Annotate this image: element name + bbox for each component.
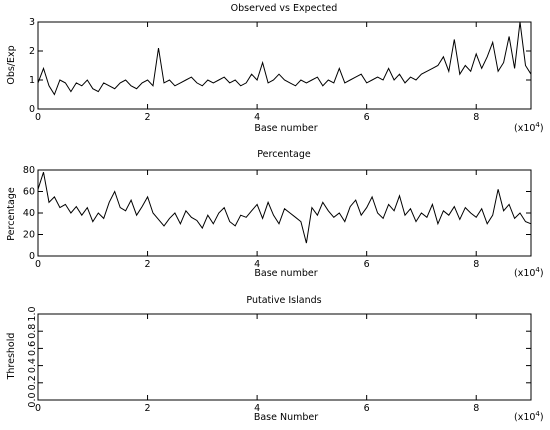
series-line [37,172,532,244]
x-axis-label: Base Number [254,412,318,423]
x-tick-label: 0 [35,112,41,123]
x-tick-label: 6 [364,259,370,270]
panel-putative-islands: Putative Islands Threshold Base Number (… [6,295,544,423]
series-line [37,21,532,96]
x-tick-label: 2 [145,403,151,414]
y-tick-label: 0.2 [27,375,38,390]
y-axis-label: Threshold [6,333,17,381]
x-tick-label: 4 [254,112,260,123]
x-tick-label: 6 [364,112,370,123]
plot-frame [37,21,532,110]
series-polyline [37,21,532,96]
y-tick-label: 20 [23,230,35,241]
plot-frame [37,313,532,401]
x-tick-label: 2 [145,259,151,270]
x-tick-label: 8 [473,259,479,270]
y-tick-label: 1 [29,75,35,86]
x-tick-label: 4 [254,259,260,270]
y-tick-label: 0 [29,104,35,115]
x-axis-label: Base number [254,268,317,279]
y-tick-label: 1.0 [27,306,38,321]
series-polyline [37,172,532,244]
y-tick-label: 0.6 [27,341,38,356]
y-tick-label: 3 [29,17,35,28]
y-tick-label: 0.0 [27,392,38,407]
y-tick-label: 2 [29,46,35,57]
x-tick-label: 6 [364,403,370,414]
panel-title: Observed vs Expected [231,3,338,14]
x-tick-label: 8 [473,403,479,414]
x-axis-multiplier: (x104) [514,121,544,134]
x-axis-multiplier: (x104) [514,410,544,423]
y-tick-label: 0.4 [27,358,38,373]
x-tick-label: 2 [145,112,151,123]
panel-observed-vs-expected: Observed vs Expected Obs/Exp Base number… [6,3,544,134]
x-tick-label: 0 [35,259,41,270]
x-tick-label: 8 [473,112,479,123]
y-tick-label: 60 [23,187,35,198]
x-tick-label: 0 [35,403,41,414]
axis-ticks: 0 2 4 6 8 0 1 2 3 [29,17,531,123]
y-tick-label: 80 [23,165,35,176]
panel-percentage: Percentage Percentage Base number (x104)… [6,149,544,279]
axis-ticks: 0 2 4 6 8 0.0 0.2 0.4 0.6 0.8 1.0 [27,306,531,414]
panel-title: Putative Islands [246,295,321,306]
y-tick-label: 0.8 [27,324,38,339]
x-tick-label: 4 [254,403,260,414]
y-tick-label: 0 [29,251,35,262]
y-axis-label: Percentage [6,187,17,241]
y-tick-label: 40 [23,208,35,219]
x-axis-label: Base number [254,123,317,134]
y-axis-label: Obs/Exp [6,45,17,84]
panel-title: Percentage [257,149,311,160]
x-axis-multiplier: (x104) [514,266,544,279]
